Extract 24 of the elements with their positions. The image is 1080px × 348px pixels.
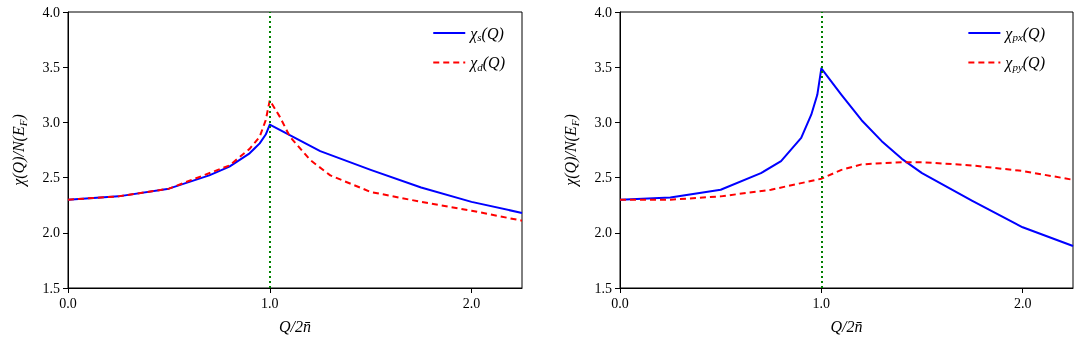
y-tick-label: 3.5 [42,59,60,75]
y-tick-label: 4.0 [594,4,612,20]
y-tick-label: 2.0 [594,225,612,241]
x-tick-label: 0.0 [611,295,629,311]
y-tick-label: 3.0 [594,114,612,130]
y-tick-label: 1.5 [42,280,60,296]
x-tick-label: 2.0 [462,295,481,311]
y-tick-label: 2.5 [594,170,612,186]
y-tick-label: 2.5 [42,170,60,186]
y-tick-label: 3.0 [42,114,60,130]
x-tick-label: 1.0 [812,295,831,311]
y-axis-title: χ(Q)/N(EF) [562,114,581,188]
x-axis-title: Q/2n̄ [830,317,863,335]
x-tick-label: 1.0 [261,295,279,311]
y-axis-title: χ(Q)/N(EF) [10,114,29,188]
y-tick-label: 3.5 [594,59,612,75]
x-tick-label: 0.0 [59,295,77,311]
line-series [67,99,523,222]
line-series [619,161,1074,201]
x-tick-label: 2.0 [1013,295,1032,311]
x-axis-title: Q/2n̄ [279,317,311,335]
y-tick-label: 1.5 [594,280,612,296]
y-tick-label: 2.0 [42,225,60,241]
y-tick-label: 4.0 [42,4,60,20]
